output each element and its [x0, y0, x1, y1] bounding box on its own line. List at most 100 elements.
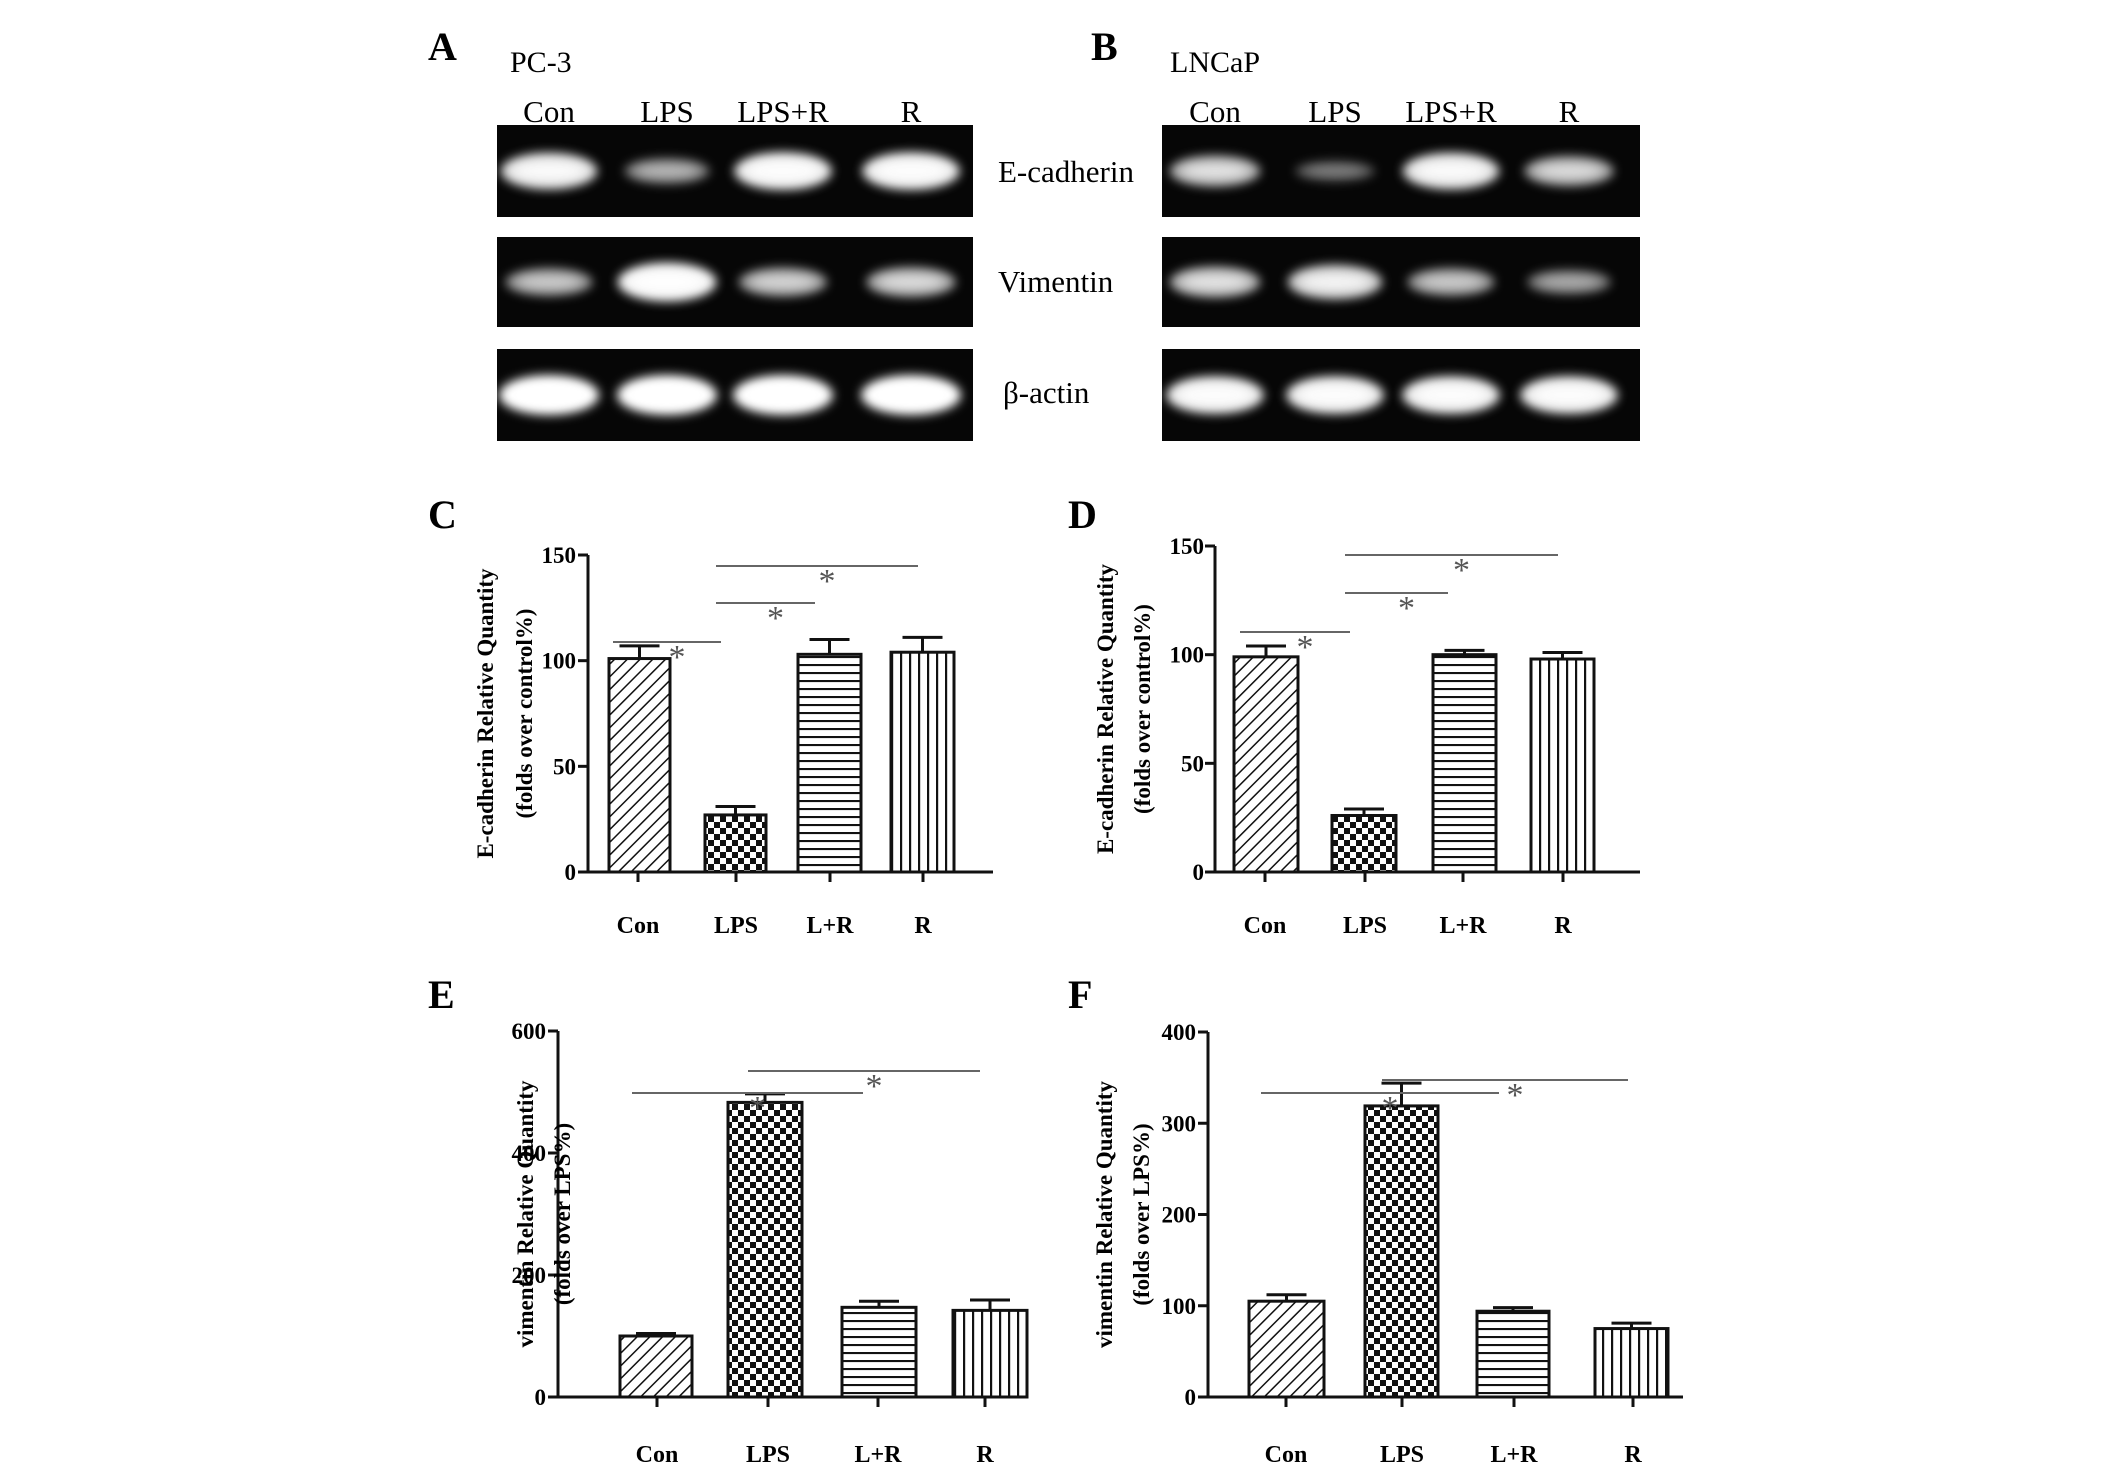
bar-e-con — [620, 1336, 692, 1397]
panel-letter-d: D — [1068, 492, 1097, 537]
category-label-f-1: LPS — [1380, 1442, 1424, 1463]
bar-c-con — [609, 659, 670, 872]
panel-letter-f: F — [1068, 972, 1092, 1017]
significance-star-c-1: * — [767, 600, 784, 637]
gel-panel-b: B LNCaP Con LPS LPS+R R — [1091, 24, 1640, 441]
gel-a-band-2-2 — [733, 375, 833, 415]
significance-star-d-2: * — [1453, 552, 1470, 589]
lane-label-a-2: LPS+R — [737, 94, 829, 129]
gel-a-band-1-2 — [739, 268, 827, 297]
significance-star-e-0: * — [749, 1090, 766, 1127]
significance-star-f-0: * — [1382, 1090, 1399, 1127]
gel-b-band-1-3 — [1527, 270, 1610, 295]
panel-letter-a: A — [428, 24, 457, 69]
significance-star-e-1: * — [866, 1068, 883, 1105]
cell-line-title-a: PC-3 — [510, 46, 572, 79]
bar-c-lps — [705, 815, 766, 872]
gel-b-band-2-3 — [1520, 376, 1618, 414]
category-label-c-1: LPS — [714, 913, 758, 939]
cell-line-title-b: LNCaP — [1170, 46, 1260, 79]
y-axis-label-e-0: vimentin Relative Quantity — [513, 1080, 538, 1348]
lane-label-b-2: LPS+R — [1405, 94, 1497, 129]
category-label-e-2: L+R — [854, 1442, 902, 1463]
gel-a-band-2-1 — [617, 375, 717, 415]
error-bar-d-0 — [1246, 646, 1286, 657]
y-tick-label-e-0: 0 — [535, 1385, 547, 1410]
y-axis-label-f-0: vimentin Relative Quantity — [1092, 1080, 1117, 1348]
y-tick-label-c-2: 100 — [542, 649, 577, 674]
category-label-c-0: Con — [617, 913, 660, 939]
significance-star-c-2: * — [819, 563, 836, 600]
bar-c-lplusr — [798, 654, 861, 872]
gel-b-band-0-1 — [1296, 161, 1375, 182]
y-axis-label-f-1: (folds over LPS%) — [1129, 1123, 1154, 1305]
category-label-d-0: Con — [1244, 913, 1287, 939]
bar-f-con — [1249, 1301, 1324, 1397]
gel-a-band-0-3 — [862, 152, 960, 190]
gel-a-blot — [497, 125, 973, 441]
gel-a-band-1-0 — [506, 268, 593, 296]
category-label-e-0: Con — [636, 1442, 679, 1463]
y-tick-label-f-2: 200 — [1162, 1203, 1197, 1228]
bar-d-lplusr — [1433, 655, 1496, 872]
bar-e-r — [953, 1310, 1027, 1397]
gel-a-band-1-1 — [618, 263, 717, 302]
y-axis-label-c-1: (folds over control%) — [512, 609, 537, 819]
y-tick-label-f-3: 300 — [1162, 1111, 1197, 1136]
bar-d-r — [1531, 659, 1594, 872]
y-tick-label-c-1: 50 — [553, 754, 576, 779]
panel-letter-e: E — [428, 972, 455, 1017]
bar-c-r — [891, 652, 954, 872]
category-label-d-2: L+R — [1439, 913, 1487, 939]
lane-label-a-0: Con — [523, 94, 575, 129]
gel-b-band-0-0 — [1170, 155, 1260, 186]
gel-b-band-0-2 — [1403, 153, 1499, 190]
y-tick-label-d-2: 100 — [1170, 643, 1205, 668]
y-axis-label-e-1: (folds over LPS%) — [550, 1123, 575, 1305]
error-bar-c-2 — [810, 640, 850, 655]
bar-chart-c: C 0 50 100 150 E-cadherin Relative Quantity (f… — [428, 492, 993, 939]
y-tick-label-e-3: 600 — [512, 1019, 547, 1044]
category-label-d-1: LPS — [1343, 913, 1387, 939]
category-label-e-3: R — [976, 1442, 994, 1463]
lane-label-b-1: LPS — [1308, 94, 1361, 129]
lane-label-a-1: LPS — [640, 94, 693, 129]
lane-label-b-0: Con — [1189, 94, 1241, 129]
category-label-f-3: R — [1624, 1442, 1642, 1463]
significance-star-f-1: * — [1507, 1077, 1524, 1114]
error-bar-e-3 — [970, 1300, 1010, 1310]
gene-label-vimentin: Vimentin — [998, 264, 1114, 299]
gel-b-band-0-3 — [1524, 156, 1613, 186]
panel-letter-c: C — [428, 492, 457, 537]
bar-f-r — [1595, 1329, 1668, 1397]
bar-e-lplusr — [842, 1307, 916, 1397]
bar-chart-e: E 0 200 400 600 vimentin Relative Quantity (fo… — [428, 972, 1027, 1463]
bar-f-lplusr — [1477, 1311, 1549, 1397]
gel-a-band-1-3 — [866, 267, 955, 297]
bar-d-lps — [1332, 815, 1396, 872]
category-label-d-3: R — [1554, 913, 1572, 939]
error-bar-c-0 — [620, 646, 660, 659]
category-label-c-2: L+R — [806, 913, 854, 939]
y-tick-label-f-4: 400 — [1162, 1020, 1197, 1045]
gene-label-e-cadherin: E-cadherin — [998, 154, 1134, 189]
gel-a-band-2-0 — [499, 375, 599, 415]
panel-letter-b: B — [1091, 24, 1118, 69]
y-tick-label-d-0: 0 — [1193, 860, 1205, 885]
category-label-c-3: R — [914, 913, 932, 939]
gel-b-band-1-1 — [1288, 265, 1382, 300]
y-axis-label-d-1: (folds over control%) — [1130, 604, 1155, 814]
bar-chart-d: D 0 50 100 150 E-cadherin Relative Quantity (f… — [1068, 492, 1640, 939]
significance-star-d-0: * — [1297, 629, 1314, 666]
gel-b-band-2-0 — [1166, 376, 1264, 414]
lane-label-a-3: R — [901, 94, 922, 129]
gel-b-band-2-2 — [1402, 376, 1500, 414]
gel-a-band-0-0 — [501, 153, 597, 190]
lane-label-b-3: R — [1559, 94, 1580, 129]
y-tick-label-d-3: 150 — [1170, 534, 1205, 559]
y-tick-label-c-0: 0 — [565, 860, 577, 885]
y-tick-label-c-3: 150 — [542, 543, 577, 568]
category-label-e-1: LPS — [746, 1442, 790, 1463]
y-axis-label-c-0: E-cadherin Relative Quantity — [473, 568, 498, 859]
bar-d-con — [1234, 657, 1298, 872]
